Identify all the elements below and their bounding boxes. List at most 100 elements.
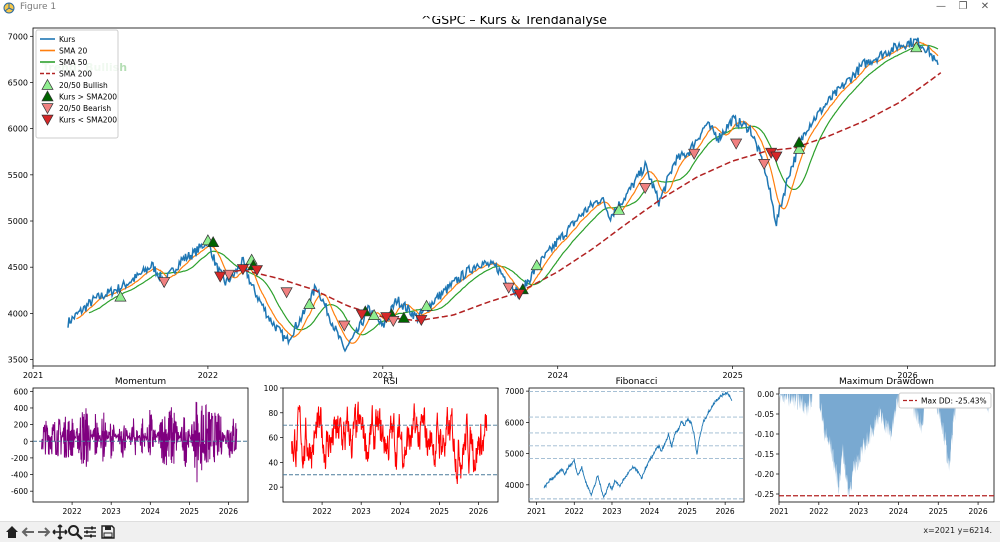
x-tick-label: 2024 <box>391 507 410 516</box>
drawdown-axes: 2021 2022 2023 2024 2025 2026 0.00 -0.05 -0.10 -0… <box>755 377 995 516</box>
x-tick-label: 2022 <box>198 371 218 380</box>
axes-title: Momentum <box>115 377 166 387</box>
y-tick-label: 4000 <box>505 481 524 490</box>
series-momentum <box>41 401 238 483</box>
home-icon[interactable] <box>4 524 20 540</box>
x-tick-label: 2022 <box>809 507 828 516</box>
marker-price-below-sma200 <box>250 265 263 277</box>
marker-price-below-sma200 <box>355 309 368 321</box>
y-tick-label: -0.10 <box>755 430 775 439</box>
x-tick-label: 2026 <box>897 371 917 380</box>
navigation-toolbar: x=2021 y=6214. <box>0 521 1000 542</box>
legend-label: Kurs > SMA200 <box>59 93 117 102</box>
y-tick-label: 5500 <box>8 171 28 180</box>
y-tick-label: 40 <box>268 458 278 467</box>
window-titlebar: Figure 1 — ❐ ✕ <box>0 0 1000 16</box>
marker-bullish-cross <box>114 290 127 302</box>
legend-label: 20/50 Bullish <box>59 81 108 90</box>
marker-bullish-cross <box>303 297 316 309</box>
axes-frame <box>528 387 745 503</box>
marker-bearish-cross <box>688 148 701 160</box>
x-tick-label: 2022 <box>313 507 332 516</box>
y-tick-label: 400 <box>14 404 29 413</box>
marker-bearish-cross <box>280 287 293 299</box>
y-tick-label: 100 <box>264 384 279 393</box>
configure-icon[interactable] <box>82 524 98 540</box>
maximize-button[interactable]: ❐ <box>958 1 968 12</box>
legend-label: SMA 50 <box>59 58 88 67</box>
marker-bullish-cross <box>793 142 806 154</box>
y-tick-label: 600 <box>14 387 29 396</box>
series-sma20 <box>76 41 939 344</box>
y-tick-label: 7000 <box>505 387 524 396</box>
y-tick-label: 5000 <box>505 450 524 459</box>
series-price <box>67 37 939 353</box>
x-tick-label: 2022 <box>565 507 584 516</box>
y-tick-label: -200 <box>11 454 28 463</box>
x-tick-label: 2024 <box>640 507 659 516</box>
x-tick-label: 2025 <box>722 371 742 380</box>
marker-bearish-cross <box>338 320 351 332</box>
x-tick-label: 2025 <box>180 507 199 516</box>
figure-canvas[interactable]: 2021 2022 2023 2024 2025 20263500400045005000… <box>0 16 1000 521</box>
zoom-icon[interactable] <box>67 524 83 540</box>
marker-price-above-sma200 <box>397 311 410 323</box>
axes-frame <box>32 27 996 367</box>
y-tick-label: 20 <box>268 483 278 492</box>
x-tick-label: 2026 <box>716 507 735 516</box>
x-tick-label: 2026 <box>469 507 488 516</box>
drawdown-area <box>779 394 990 500</box>
axes-frame <box>282 387 499 503</box>
x-tick-label: 2026 <box>219 507 238 516</box>
marker-bearish-cross <box>730 138 743 150</box>
x-tick-label: 2024 <box>141 507 160 516</box>
legend-label: 20/50 Bearish <box>59 104 111 113</box>
save-icon[interactable] <box>100 524 116 540</box>
legend-box <box>35 29 119 139</box>
rsi-axes: 2022 2023 2024 2025 2026 20 40 60 80 100 RSI <box>264 377 499 516</box>
x-tick-label: 2023 <box>102 507 121 516</box>
x-tick-label: 2023 <box>602 507 621 516</box>
y-tick-label: 60 <box>268 434 278 443</box>
y-tick-label: 6000 <box>505 418 524 427</box>
y-tick-label: -0.25 <box>755 490 775 499</box>
fibonacci-axes: 2021 2022 2023 2024 2025 2026 4000 5000 6000 7000… <box>505 377 745 516</box>
marker-bullish-cross <box>420 299 433 311</box>
x-tick-label: 2021 <box>769 507 788 516</box>
back-icon[interactable] <box>20 524 36 540</box>
marker-bearish-cross <box>387 315 400 327</box>
marker-price-below-sma200 <box>770 151 783 163</box>
window-title: Figure 1 <box>20 2 57 12</box>
legend-swatch <box>41 103 54 115</box>
x-tick-label: 2023 <box>352 507 371 516</box>
x-tick-label: 2025 <box>430 507 449 516</box>
marker-bearish-cross <box>222 269 235 281</box>
axes-frame <box>32 387 249 503</box>
axes-frame <box>778 387 995 503</box>
legend-label: SMA 200 <box>59 70 92 79</box>
marker-price-above-sma200 <box>207 236 220 248</box>
x-tick-label: 2022 <box>63 507 82 516</box>
y-tick-label: 80 <box>268 409 278 418</box>
marker-bearish-cross <box>639 183 652 194</box>
y-tick-label: -600 <box>11 487 28 496</box>
pan-icon[interactable] <box>52 524 68 540</box>
minimize-button[interactable]: — <box>936 1 946 12</box>
legend-label: SMA 20 <box>59 47 88 56</box>
legend-label: Kurs < SMA200 <box>59 116 117 125</box>
x-tick-label: 2021 <box>23 371 43 380</box>
axes-title: ^GSPC – Kurs & Trendanalyse <box>421 16 607 27</box>
x-tick-label: 2025 <box>929 507 948 516</box>
drawdown-legend: Max DD: -25.43% <box>898 392 992 409</box>
marker-price-below-sma200 <box>513 289 526 301</box>
y-tick-label: 3500 <box>8 356 28 365</box>
y-tick-label: -0.05 <box>755 410 775 419</box>
close-button[interactable]: ✕ <box>980 1 990 12</box>
y-tick-label: -400 <box>11 471 28 480</box>
marker-bullish-cross <box>612 203 626 215</box>
legend-swatch <box>41 90 54 102</box>
legend-label: Kurs <box>59 35 75 44</box>
forward-icon[interactable] <box>36 524 52 540</box>
y-tick-label: 0.00 <box>757 390 774 399</box>
cursor-coordinates: x=2021 y=6214. <box>923 526 992 535</box>
